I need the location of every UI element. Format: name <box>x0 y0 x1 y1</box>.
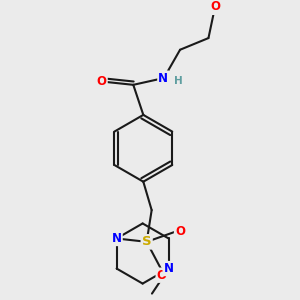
Text: O: O <box>157 269 167 282</box>
Text: H: H <box>174 76 183 86</box>
Text: N: N <box>158 72 168 85</box>
Text: N: N <box>112 232 122 245</box>
Text: O: O <box>97 75 106 88</box>
Text: O: O <box>210 0 220 13</box>
Text: O: O <box>175 225 185 238</box>
Text: S: S <box>142 235 152 248</box>
Text: N: N <box>164 262 174 275</box>
